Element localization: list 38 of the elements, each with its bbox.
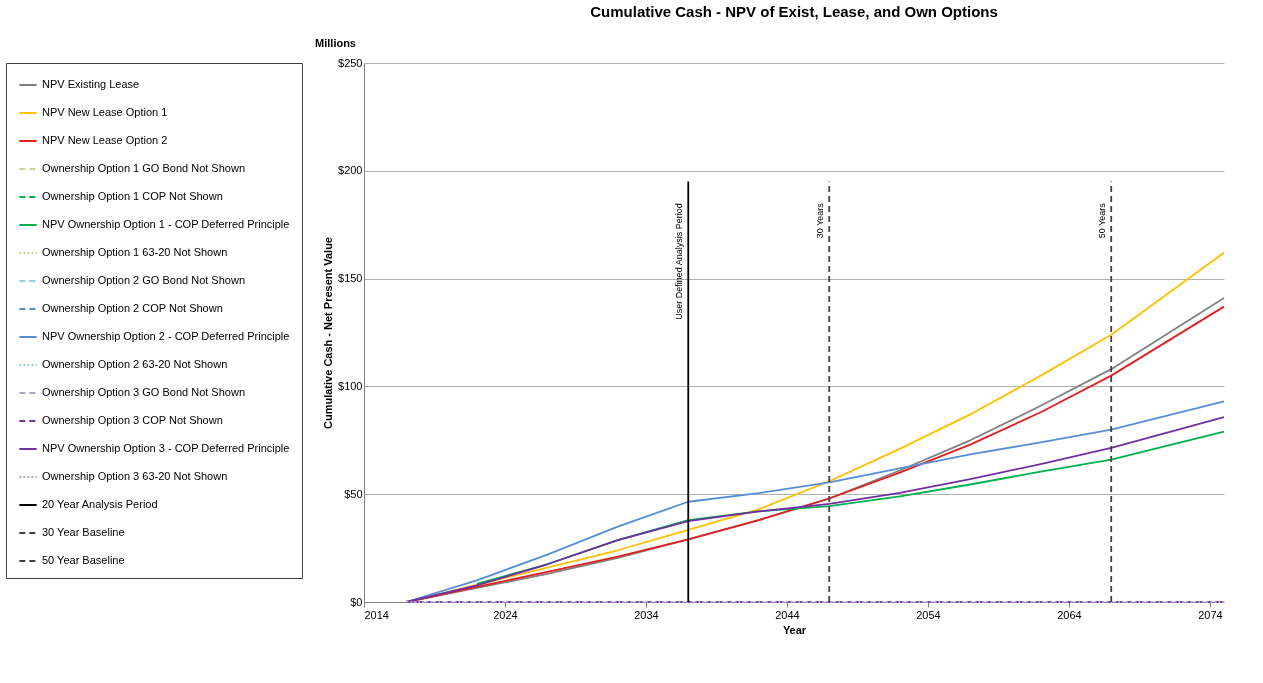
legend-label: NPV New Lease Option 1 (42, 106, 168, 118)
text: Millions (315, 37, 356, 49)
legend-label: Ownership Option 1 63-20 Not Shown (42, 246, 228, 258)
legend-label: Ownership Option 3 COP Not Shown (42, 414, 223, 426)
legend-label: Ownership Option 2 63-20 Not Shown (42, 358, 228, 370)
x-tick-label: 2074 (1198, 608, 1223, 621)
legend-label: Ownership Option 3 63-20 Not Shown (42, 470, 228, 482)
x-tick-label: 2054 (916, 608, 941, 621)
legend-label: 50 Year Baseline (42, 554, 125, 566)
x-tick-label: 2034 (634, 608, 659, 621)
x-axis-title: Year (782, 623, 807, 636)
legend-label: Ownership Option 2 COP Not Shown (42, 302, 223, 314)
legend-label: NPV Ownership Option 2 - COP Deferred Principle (42, 330, 290, 342)
legend-label: Ownership Option 1 COP Not Shown (42, 190, 223, 202)
legend-label: Ownership Option 2 GO Bond Not Shown (42, 274, 245, 286)
y-tick-label: $150 (338, 272, 363, 285)
legend-label: NPV Ownership Option 1 - COP Deferred Principle (42, 218, 290, 230)
legend-label: Ownership Option 1 GO Bond Not Shown (42, 162, 245, 174)
x-tick-label: 2024 (493, 608, 518, 621)
annotation: User Defined Analysis Period (674, 203, 685, 320)
legend-label: Ownership Option 3 GO Bond Not Shown (42, 386, 245, 398)
x-tick-label: 2064 (1057, 608, 1082, 621)
y-tick-label: $100 (338, 379, 363, 392)
y-tick-label: $250 (338, 56, 363, 69)
annotation: 50 Years (1097, 202, 1108, 239)
legend-label: 30 Year Baseline (42, 526, 125, 538)
chart-title: Cumulative Cash - NPV of Exist, Lease, and Own Options (590, 3, 998, 20)
legend-label: NPV New Lease Option 2 (42, 134, 168, 146)
y-tick-label: $50 (344, 487, 363, 500)
annotation: 30 Years (815, 202, 826, 239)
y-axis-title: Cumulative Cash - Net Present Value (322, 237, 335, 429)
legend-label: 20 Year Analysis Period (42, 498, 158, 510)
legend-label: NPV Ownership Option 3 - COP Deferred Principle (42, 442, 290, 454)
x-tick-label: 2014 (364, 608, 389, 621)
legend-label: NPV Existing Lease (42, 78, 140, 90)
y-tick-label: $0 (350, 595, 363, 608)
x-tick-label: 2044 (775, 608, 800, 621)
y-tick-label: $200 (338, 164, 363, 177)
